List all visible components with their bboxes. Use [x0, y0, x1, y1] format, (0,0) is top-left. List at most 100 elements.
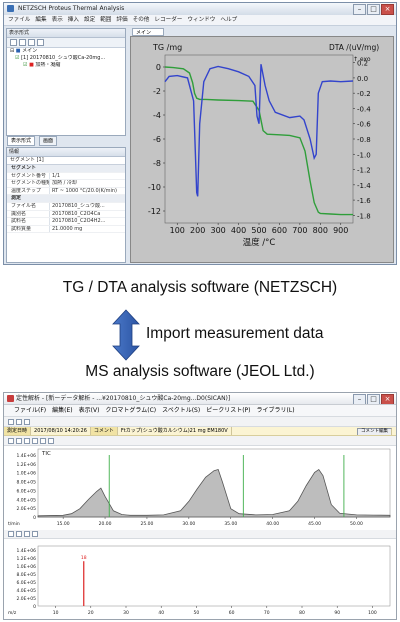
property-value: 20170810_C2O4Ca — [49, 210, 125, 218]
property-section[interactable]: 測定 — [7, 195, 125, 203]
spectrum-tool-icon[interactable] — [32, 531, 38, 537]
property-key: 測定 — [11, 195, 22, 202]
menu-view[interactable]: 表示 — [51, 17, 63, 23]
segment-selector[interactable]: セグメント [1] — [7, 157, 125, 165]
tree-tool-icon[interactable] — [28, 39, 35, 46]
x-tick-label: 100 — [170, 226, 185, 235]
spec-x-tick-label: 60 — [229, 610, 235, 616]
comment-label: コメント — [90, 427, 118, 435]
plot-tab-label: メイン — [136, 30, 152, 36]
close-button[interactable]: × — [381, 4, 394, 15]
right-axis-title: DTA /(uV/mg) — [329, 43, 379, 52]
tree-root-label: メイン — [22, 48, 38, 54]
left-tick-label: -12 — [148, 207, 161, 216]
menu-insert[interactable]: 挿入 — [67, 17, 79, 23]
checkbox-icon[interactable]: ☑ — [23, 62, 28, 68]
tree-root[interactable]: ⊟ ■ メイン — [7, 48, 125, 55]
print-icon[interactable] — [48, 437, 54, 444]
chrom-y-tick-label: 1.0E+06 — [17, 471, 37, 477]
spec-x-tick-label: 10 — [53, 610, 59, 616]
open-icon[interactable] — [24, 418, 30, 425]
redo-icon[interactable] — [16, 418, 22, 425]
peak-icon[interactable] — [40, 437, 46, 444]
property-row[interactable]: 試料質量 21.0000 mg — [7, 225, 125, 234]
menu-range[interactable]: 範囲 — [100, 17, 112, 23]
zoom-icon[interactable] — [16, 437, 22, 444]
property-value: 1/1 — [49, 172, 125, 180]
checkbox-icon[interactable]: ☑ — [15, 55, 20, 61]
property-row[interactable]: 識別名 20170810_C2O4Ca — [7, 210, 125, 219]
menu-spectrum[interactable]: スペクトル(S) — [162, 407, 201, 414]
property-key: セグメント番号 — [11, 172, 47, 179]
window-controls: – □ × — [353, 4, 394, 15]
spectrum-tool-icon[interactable] — [16, 531, 22, 537]
menu-view[interactable]: 表示(V) — [78, 407, 100, 414]
integrate-icon[interactable] — [32, 437, 38, 444]
menu-edit[interactable]: 編集 — [35, 17, 47, 23]
right-tick-label: -0.4 — [357, 105, 371, 113]
property-value: 21.0000 mg — [49, 225, 125, 233]
tree-child[interactable]: ☑ ■ 加熱・凝縮 — [7, 62, 125, 69]
menu-edit[interactable]: 編集(E) — [52, 407, 73, 414]
property-row[interactable]: ファイル名 20170810_シュウ酸... — [7, 202, 125, 211]
spectrum-tool-icon[interactable] — [24, 531, 30, 537]
plot-frame — [164, 54, 354, 224]
import-caption: Import measurement data — [146, 325, 324, 342]
chrom-y-tick-label: 2.0E+05 — [17, 506, 37, 512]
property-key: 温度ステップ — [11, 187, 42, 194]
menu-evaluation[interactable]: 評価 — [116, 17, 128, 23]
exo-label: ↑ exo — [353, 56, 371, 63]
property-row[interactable]: セグメント番号 1/1 — [7, 172, 125, 181]
undo-icon[interactable] — [8, 418, 14, 425]
menu-help[interactable]: ヘルプ — [220, 17, 238, 23]
mass-spectrum: 1.4E+06 1.2E+06 1.0E+06 8.0E+05 6.0E+05 4.0E+… — [8, 545, 391, 616]
chrom-x-tick-label: 50.00 — [350, 521, 363, 527]
tab-display-format[interactable]: 表示形式 — [7, 136, 36, 146]
property-row[interactable]: 温度ステップ RT ~ 1000 °C/20.0(K/min) — [7, 187, 125, 196]
left-axis-title: TG /mg — [152, 43, 182, 52]
maximize-button[interactable]: □ — [367, 4, 380, 15]
menu-extras[interactable]: その他 — [132, 17, 150, 23]
property-row[interactable]: 試料名 20170810_C2O4H2... — [7, 218, 125, 226]
tic-select-icon[interactable] — [8, 437, 14, 444]
property-row[interactable]: セグメントの種類 加熱 / 冷却 — [7, 180, 125, 188]
right-tick-label: -1.6 — [357, 197, 371, 205]
comment-edit-button[interactable]: コメント編集 — [357, 427, 392, 435]
chrom-y-tick-label: 8.0E+05 — [17, 480, 37, 486]
property-key: 試料名 — [11, 218, 27, 225]
menu-file[interactable]: ファイル — [8, 17, 31, 23]
property-value: 20170810_シュウ酸... — [49, 202, 125, 210]
plot-tab[interactable]: メイン — [132, 28, 164, 36]
spectrum-tool-icon[interactable] — [8, 531, 14, 537]
right-tick-label: -1.2 — [357, 167, 371, 175]
menu-library[interactable]: ライブラリ(L) — [256, 407, 295, 414]
minimize-button[interactable]: – — [353, 394, 366, 404]
chart-icon: ■ — [15, 48, 21, 54]
tree-toolbar — [7, 38, 125, 48]
pan-icon[interactable] — [24, 437, 30, 444]
property-key: 試料質量 — [11, 225, 32, 232]
menu-chromatogram[interactable]: クロマトグラム(C) — [105, 407, 157, 414]
netzsch-window: NETZSCH Proteus Thermal Analysis – □ × フ… — [3, 2, 397, 265]
minimize-button[interactable]: – — [353, 4, 366, 15]
menu-file[interactable]: ファイル(F) — [14, 407, 47, 414]
tree-tool-icon[interactable] — [37, 39, 44, 46]
tab-screen[interactable]: 画面 — [39, 136, 58, 146]
menu-window[interactable]: ウィンドウ — [187, 17, 216, 23]
menu-settings[interactable]: 設定 — [84, 17, 96, 23]
maximize-button[interactable]: □ — [367, 394, 380, 404]
close-button[interactable]: × — [381, 394, 394, 404]
right-tick-label: -0.2 — [357, 90, 371, 98]
netzsch-menubar: ファイル 編集 表示 挿入 設定 範囲 評価 その他 レコーダー ウィンドウ ヘ… — [4, 15, 396, 26]
tree-tool-icon[interactable] — [10, 39, 17, 46]
property-section[interactable]: セグメント — [7, 165, 125, 173]
tree-tool-icon[interactable] — [19, 39, 26, 46]
tree-file[interactable]: ☑ [1] 20170810_シュウ酸Ca-20mg... — [7, 55, 125, 62]
expand-icon[interactable]: ⊟ — [10, 48, 15, 54]
tg-dta-chart: TG /mg DTA /(uV/mg) ↑ exo 0 -2 -4 -6 -8 -10 -12 0.… — [148, 43, 379, 248]
menu-peaklist[interactable]: ピークリスト(P) — [206, 407, 251, 414]
spec-x-tick-label: 100 — [368, 610, 377, 616]
menu-recorder[interactable]: レコーダー — [154, 17, 183, 23]
spectrum-toolbar — [4, 530, 396, 539]
spectrum-frame — [37, 545, 391, 607]
